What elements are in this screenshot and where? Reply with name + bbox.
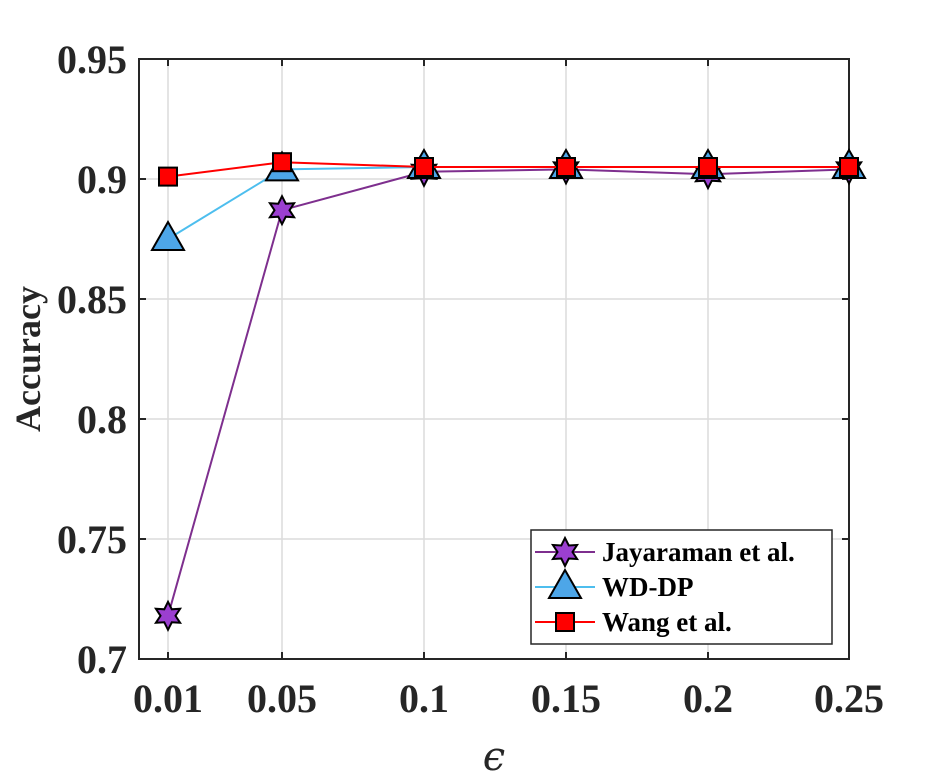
series-line	[167, 168, 850, 617]
y-tick-labels: 0.7 0.75 0.8 0.85 0.9 0.95	[57, 37, 127, 682]
x-tick-label: 0.01	[133, 676, 203, 721]
legend-marker	[547, 567, 583, 599]
axes-box	[138, 58, 850, 660]
y-axis-label: Accuracy	[8, 286, 48, 432]
x-tick-label: 0.25	[814, 676, 884, 721]
legend-label: WD-DP	[602, 572, 693, 602]
data-point	[556, 157, 576, 177]
data-point	[267, 193, 297, 227]
data-point	[150, 219, 186, 251]
series-3	[158, 152, 859, 187]
legend-item: Jayaraman et al.	[535, 535, 795, 569]
series-line	[167, 161, 849, 178]
x-axis-label: ϵ	[483, 734, 505, 780]
y-tick-label: 0.85	[57, 277, 127, 322]
x-tick-label: 0.05	[247, 676, 317, 721]
data-point	[272, 152, 292, 173]
y-tick-label: 0.7	[77, 637, 127, 682]
x-tick-label: 0.1	[399, 676, 449, 721]
data-point	[698, 157, 718, 177]
y-tick-label: 0.95	[57, 37, 127, 82]
data-point	[839, 157, 859, 177]
axis-ticks	[139, 58, 850, 660]
y-tick-label: 0.9	[77, 157, 127, 202]
legend-marker	[555, 612, 575, 632]
legend-marker	[550, 535, 580, 569]
legend-item: WD-DP	[535, 567, 693, 602]
x-tick-labels: 0.01 0.05 0.1 0.15 0.2 0.25	[133, 676, 884, 721]
legend: Jayaraman et al. WD-DP Wang et al.	[530, 529, 833, 645]
x-tick-label: 0.15	[531, 676, 601, 721]
y-tick-label: 0.75	[57, 517, 127, 562]
x-tick-label: 0.2	[683, 676, 733, 721]
legend-label: Jayaraman et al.	[602, 537, 795, 567]
data-point	[158, 166, 178, 187]
legend-label: Wang et al.	[602, 607, 732, 637]
legend-item: Wang et al.	[535, 607, 732, 637]
data-point	[153, 599, 183, 633]
y-tick-label: 0.8	[77, 397, 127, 442]
data-point	[414, 157, 434, 177]
series-layer	[150, 147, 867, 633]
